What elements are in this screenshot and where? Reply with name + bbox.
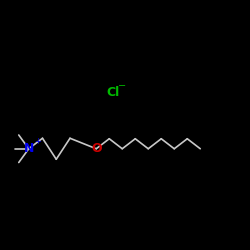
Text: Cl: Cl: [106, 86, 120, 99]
Text: N: N: [24, 142, 34, 155]
Text: −: −: [118, 81, 126, 91]
Text: O: O: [91, 142, 102, 155]
Text: +: +: [34, 137, 41, 146]
